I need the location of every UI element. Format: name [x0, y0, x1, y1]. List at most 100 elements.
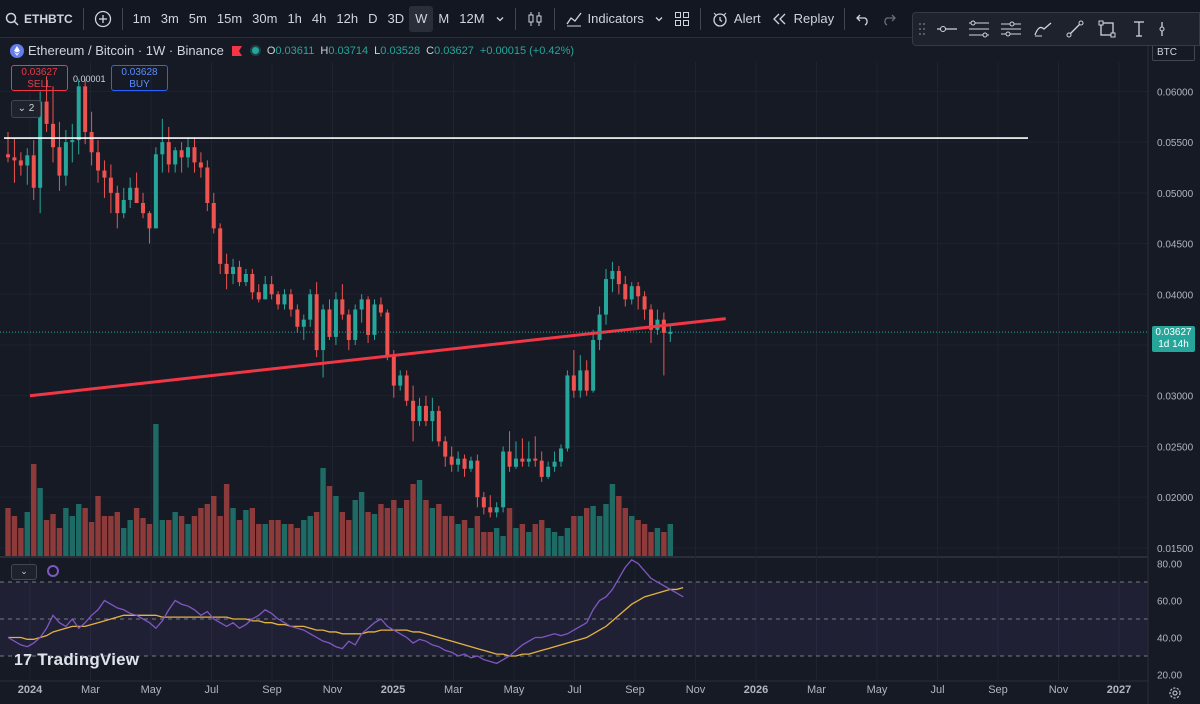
rsi-collapse-button[interactable]: ⌄ [11, 564, 37, 580]
rsi-indicator-icon[interactable] [47, 565, 59, 577]
compare-button[interactable] [89, 0, 117, 38]
candle-body [398, 375, 403, 386]
candle-body [44, 101, 49, 124]
indicators-icon [565, 12, 582, 26]
parallel-channel-tool[interactable] [995, 13, 1027, 45]
layout-button[interactable] [669, 0, 695, 38]
candle-body [391, 355, 396, 386]
volume-bar [603, 504, 609, 556]
time-tick-label: Jul [204, 684, 218, 696]
redo-button[interactable] [876, 0, 902, 38]
volume-bar [346, 520, 352, 556]
candle-body [89, 131, 94, 153]
volume-bar [133, 508, 140, 556]
text-tool[interactable] [1123, 13, 1155, 45]
trend-line-tool[interactable] [1059, 13, 1091, 45]
interval-4h[interactable]: 4h [311, 11, 327, 26]
flag-icon[interactable] [231, 45, 243, 57]
volume-bar [69, 516, 75, 556]
candle-body [115, 192, 120, 214]
volume-bar [648, 532, 654, 556]
candle-body [565, 375, 570, 449]
interval-30m[interactable]: 30m [252, 11, 278, 26]
chart-type-button[interactable] [521, 0, 549, 38]
measure-tool[interactable] [1155, 13, 1169, 45]
interval-3d[interactable]: 3D [387, 11, 405, 26]
candle-body [198, 162, 203, 168]
candle-body [166, 142, 171, 165]
tradingview-logo[interactable]: 17 TradingView [14, 650, 139, 670]
indicators-collapse-button[interactable]: ⌄ 2 [11, 100, 41, 118]
gear-icon[interactable] [1168, 686, 1182, 700]
candle-body [276, 294, 281, 305]
interval-15m[interactable]: 15m [216, 11, 243, 26]
candle-body [591, 339, 596, 391]
interval-dropdown[interactable] [490, 0, 510, 38]
undo-button[interactable] [850, 0, 876, 38]
volume-bar [326, 486, 333, 556]
volume-bar [378, 504, 384, 556]
candle-body [160, 142, 165, 155]
collapse-count: 2 [28, 103, 35, 114]
interval-12m[interactable]: 12M [459, 11, 485, 26]
interval-m[interactable]: M [438, 11, 450, 26]
candle-body [533, 458, 538, 461]
alert-button[interactable]: Alert [706, 0, 766, 38]
low-value: 0.03528 [380, 44, 421, 57]
time-axis[interactable]: 2024 Mar May Jul Sep Nov 2025 Mar May Jul Sep Nov 20… [0, 680, 1148, 696]
fib-tool[interactable] [963, 13, 995, 45]
trend-line-icon [1066, 20, 1084, 38]
rectangle-icon [1098, 20, 1116, 38]
interval-1m[interactable]: 1m [132, 11, 151, 26]
indicators-dropdown[interactable] [649, 0, 669, 38]
volume-bar [500, 536, 506, 556]
time-tick-label: Jul [930, 684, 944, 696]
rectangle-tool[interactable] [1091, 13, 1123, 45]
interval-d[interactable]: D [368, 11, 378, 26]
horizontal-ray-tool[interactable] [931, 13, 963, 45]
price-axis[interactable]: 0.060000.055000.050000.045000.040000.035… [1147, 38, 1200, 704]
buy-button[interactable]: 0.03628 BUY [111, 65, 168, 91]
interval-12h[interactable]: 12h [336, 11, 359, 26]
volume-bar [352, 500, 358, 556]
candle-body [372, 304, 377, 335]
add-symbol-icon [94, 10, 111, 27]
interval-5m[interactable]: 5m [188, 11, 207, 26]
candle-body [51, 123, 56, 148]
brush-tool[interactable] [1027, 13, 1059, 45]
chevron-down-icon [655, 16, 663, 21]
candle-body [63, 142, 68, 176]
candle-body [102, 170, 107, 178]
indicators-button[interactable]: Indicators [560, 0, 649, 38]
candle-body [649, 309, 653, 330]
symbol-title[interactable]: Ethereum / Bitcoin · 1W · Binance [28, 43, 224, 58]
candle-body [610, 270, 615, 280]
candle-body [520, 458, 525, 462]
divider [121, 7, 123, 30]
interval-w[interactable]: W [409, 5, 434, 32]
volume-bar [519, 524, 526, 556]
interval-1h[interactable]: 1h [287, 11, 302, 26]
candle-body [282, 294, 287, 305]
volume-bar [268, 520, 275, 556]
bar-countdown: 1d 14h [1158, 339, 1189, 350]
time-tick-label: 2026 [744, 684, 768, 696]
divider [699, 7, 701, 30]
candle-body [616, 270, 621, 285]
drawing-toolbar-handle[interactable] [913, 13, 931, 45]
currency-selector[interactable]: BTC [1152, 44, 1195, 61]
symbol-search[interactable]: ETHBTC [0, 0, 78, 38]
interval-3m[interactable]: 3m [160, 11, 179, 26]
candle-body [507, 451, 512, 467]
volume-bar [262, 524, 268, 556]
volume-bar [172, 512, 178, 556]
candle-body [134, 187, 139, 203]
candle-body [327, 309, 332, 337]
replay-button[interactable]: Replay [766, 0, 839, 38]
sell-button[interactable]: 0.03627 SELL [11, 65, 68, 91]
candle-body [494, 507, 499, 513]
currency-label: BTC [1157, 47, 1177, 58]
candle-body [25, 155, 30, 166]
candle-body [552, 461, 557, 467]
